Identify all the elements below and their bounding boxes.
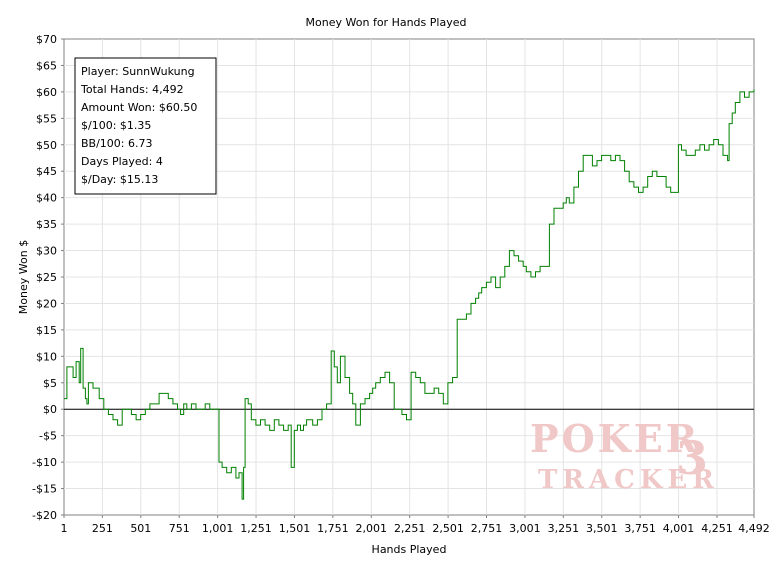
y-tick-label: $20 <box>36 297 57 310</box>
y-tick-label: -$15 <box>32 483 57 496</box>
y-axis-label: Money Won $ <box>17 240 30 314</box>
x-tick-label: 251 <box>92 522 113 535</box>
x-tick-label: 2,501 <box>432 522 464 535</box>
watermark-poker-text: POKER <box>530 416 700 461</box>
stat-total-hands: Total Hands: 4,492 <box>80 83 184 96</box>
y-tick-label: $70 <box>36 33 57 46</box>
y-tick-label: $60 <box>36 86 57 99</box>
x-tick-label: 1,501 <box>279 522 311 535</box>
x-tick-label: 501 <box>130 522 151 535</box>
x-tick-label: 3,251 <box>548 522 580 535</box>
x-tick-label: 3,751 <box>624 522 656 535</box>
x-tick-label: 2,001 <box>356 522 388 535</box>
stat-player: Player: SunnWukung <box>81 65 195 78</box>
y-tick-label: -$5 <box>39 430 57 443</box>
watermark-tracker-text: TRACKER <box>538 465 719 495</box>
x-tick-label: 1,751 <box>317 522 349 535</box>
x-tick-label: 1 <box>61 522 68 535</box>
x-tick-label: 2,751 <box>471 522 503 535</box>
y-tick-label: $30 <box>36 245 57 258</box>
x-tick-label: 4,492 <box>738 522 770 535</box>
watermark-badge-text: 3 <box>676 431 708 485</box>
y-tick-label: $5 <box>43 377 57 390</box>
y-axis-ticks: -$20 -$15 -$10 -$5 $0 $5 $10 $15 $20 $25 $30 $35 $40… <box>32 33 64 522</box>
y-tick-label: $55 <box>36 112 57 125</box>
stats-box-border <box>74 57 217 195</box>
x-tick-label: 4,001 <box>663 522 695 535</box>
x-tick-label: 1,001 <box>202 522 234 535</box>
y-tick-label: $15 <box>36 324 57 337</box>
y-tick-label: $40 <box>36 192 57 205</box>
x-tick-label: 2,251 <box>394 522 426 535</box>
y-tick-label: $0 <box>43 403 57 416</box>
y-tick-label: -$10 <box>32 456 57 469</box>
y-tick-label: $35 <box>36 218 57 231</box>
series-line-money-won <box>64 89 755 500</box>
y-tick-label: $65 <box>36 59 57 72</box>
x-tick-label: 3,001 <box>509 522 541 535</box>
x-tick-label: 3,501 <box>586 522 618 535</box>
x-tick-label: 1,251 <box>240 522 272 535</box>
y-tick-label: $10 <box>36 350 57 363</box>
y-tick-label: -$20 <box>32 509 57 522</box>
poker-tracker-watermark: POKER TRACKER 3 <box>530 416 719 495</box>
x-axis-ticks: 1 251 501 751 1,001 1,251 1,501 1,751 2,001 2,251… <box>61 515 770 535</box>
stat-amount-won: Amount Won: $60.50 <box>81 101 197 114</box>
chart-title: Money Won for Hands Played <box>306 16 467 29</box>
x-tick-label: 751 <box>169 522 190 535</box>
x-tick-label: 4,251 <box>701 522 733 535</box>
stat-bb-per-100: BB/100: 6.73 <box>81 137 153 150</box>
y-tick-label: $50 <box>36 139 57 152</box>
y-tick-label: $25 <box>36 271 57 284</box>
stat-dollars-per-day: $/Day: $15.13 <box>81 173 158 186</box>
y-tick-label: $45 <box>36 165 57 178</box>
stats-box: Player: SunnWukung Total Hands: 4,492 Am… <box>74 57 217 195</box>
stat-days-played: Days Played: 4 <box>81 155 163 168</box>
stat-dollars-per-100: $/100: $1.35 <box>81 119 151 132</box>
x-axis-label: Hands Played <box>372 543 447 556</box>
